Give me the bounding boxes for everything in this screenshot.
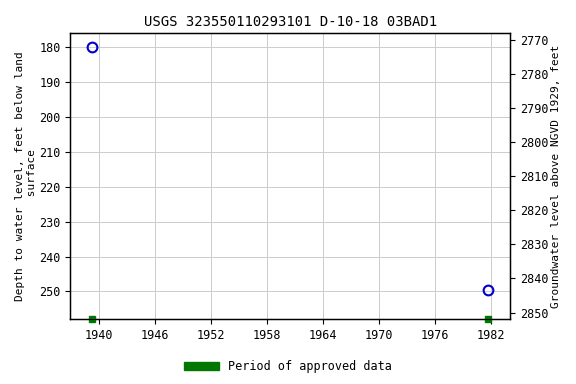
Title: USGS 323550110293101 D-10-18 03BAD1: USGS 323550110293101 D-10-18 03BAD1 <box>143 15 437 29</box>
Y-axis label: Depth to water level, feet below land
 surface: Depth to water level, feet below land su… <box>15 51 37 301</box>
Y-axis label: Groundwater level above NGVD 1929, feet: Groundwater level above NGVD 1929, feet <box>551 45 561 308</box>
Legend: Period of approved data: Period of approved data <box>179 356 397 378</box>
